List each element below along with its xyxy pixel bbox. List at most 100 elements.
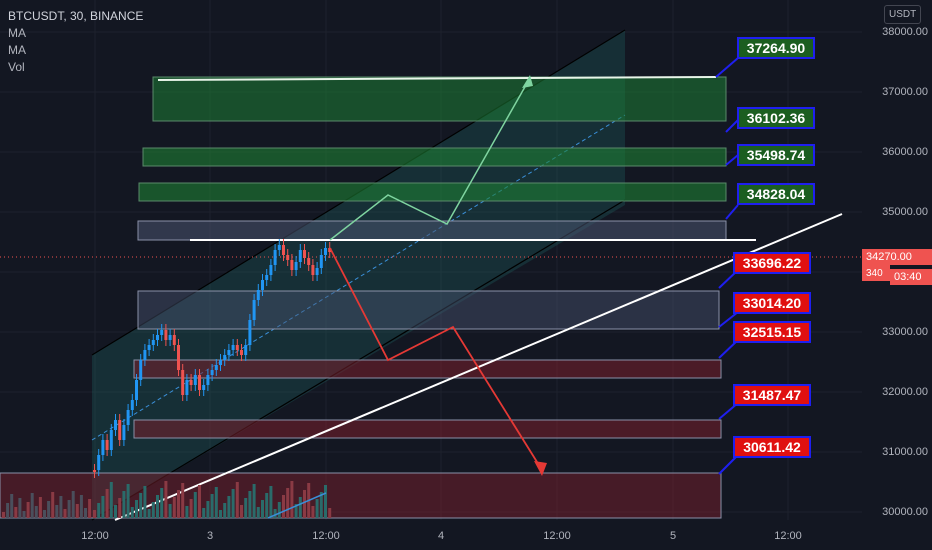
resistance-line-top[interactable]	[157, 76, 717, 81]
support-tag-2[interactable]: 33014.20	[733, 292, 811, 314]
volume-bar	[177, 490, 180, 518]
volume-bar	[181, 483, 185, 518]
support-tag-3[interactable]: 32515.15	[733, 321, 811, 343]
ma-indicator-2[interactable]: MA	[8, 43, 26, 57]
zone-green-2[interactable]	[142, 147, 727, 167]
candle	[307, 258, 311, 265]
volume-bar	[198, 485, 201, 518]
volume-bar	[151, 502, 155, 518]
candle	[114, 420, 117, 430]
volume-bar	[93, 510, 96, 518]
volume-bar	[214, 487, 218, 518]
bullish-projection-path[interactable]	[329, 77, 531, 241]
volume-bar	[30, 493, 34, 518]
price-tick: 33000.00	[882, 326, 928, 338]
volume-bar	[14, 507, 18, 518]
bullish-arrowhead	[522, 75, 533, 88]
volume-bar	[298, 497, 302, 518]
candle	[244, 345, 248, 355]
candle	[101, 440, 105, 455]
candle	[160, 330, 164, 335]
candle	[177, 345, 180, 370]
target-tag-2[interactable]: 36102.36	[737, 107, 815, 129]
volume-bar	[231, 489, 235, 518]
volume-bar	[189, 499, 193, 518]
target-tag-4[interactable]: 34828.04	[737, 183, 815, 205]
volume-bar	[6, 503, 10, 518]
volume-bar	[2, 512, 5, 518]
ma-indicator-1[interactable]: MA	[8, 26, 26, 40]
candle	[97, 455, 101, 470]
volume-bar	[67, 500, 71, 518]
volume-indicator[interactable]: Vol	[8, 60, 25, 74]
zone-green-3[interactable]	[138, 182, 727, 202]
volume-bar	[269, 486, 273, 518]
support-tag-1[interactable]: 33696.22	[733, 252, 811, 274]
candle	[227, 350, 231, 355]
time-tick: 12:00	[81, 530, 109, 542]
volume-bar	[210, 494, 214, 518]
channel-mid-line[interactable]	[91, 114, 626, 441]
target-tag-3[interactable]: 35498.74	[737, 144, 815, 166]
volume-bar	[34, 506, 38, 518]
candle	[324, 248, 327, 255]
target-tag-1[interactable]: 37264.90	[737, 37, 815, 59]
time-tick: 12:00	[312, 530, 340, 542]
current-price-partial: 340	[862, 265, 890, 281]
candle	[189, 380, 193, 385]
candles	[93, 239, 332, 478]
zone-gray-2[interactable]	[137, 290, 720, 330]
volume-bar	[290, 481, 294, 518]
currency-badge[interactable]: USDT	[884, 5, 922, 24]
volume-bar	[235, 482, 239, 518]
volume-bar	[47, 501, 51, 518]
volume-bar	[164, 481, 168, 518]
volume-bar	[168, 504, 172, 518]
volume-bar	[193, 492, 197, 518]
volume-bar	[79, 495, 83, 518]
volume-bar	[75, 504, 79, 518]
candle	[319, 255, 323, 268]
volume-bar	[18, 498, 22, 518]
volume-bar	[248, 491, 252, 518]
zone-red-2[interactable]	[133, 419, 722, 439]
volume-bar	[273, 509, 277, 518]
volume-bar	[130, 507, 134, 518]
support-tag-4[interactable]: 31487.47	[733, 384, 811, 406]
candle	[277, 245, 281, 250]
volume-bar	[315, 499, 319, 518]
current-price-label: 34270.00	[862, 249, 932, 265]
zone-gray-1[interactable]	[137, 220, 727, 241]
candle	[139, 360, 143, 380]
candle	[164, 330, 168, 340]
zone-red-1[interactable]	[133, 359, 722, 379]
support-tag-5[interactable]: 30611.42	[733, 436, 811, 458]
price-tick: 30000.00	[882, 506, 928, 518]
volume-bar	[126, 484, 130, 518]
price-axis[interactable]: 38000.00 37000.00 36000.00 35000.00 3300…	[862, 0, 932, 520]
time-tick: 12:00	[774, 530, 802, 542]
candle	[303, 250, 306, 258]
candle	[256, 290, 260, 300]
price-tick: 36000.00	[882, 146, 928, 158]
volume-bar	[223, 503, 227, 518]
volume-bars	[2, 481, 332, 518]
symbol-title[interactable]: BTCUSDT, 30, BINANCE	[8, 9, 144, 23]
candle	[156, 335, 159, 340]
volume-bar	[240, 505, 243, 518]
volume-bar	[256, 507, 260, 518]
volume-bar	[43, 510, 46, 518]
candle	[126, 410, 130, 425]
candle	[315, 268, 319, 275]
volume-bar	[63, 509, 67, 518]
volume-bar	[244, 498, 248, 518]
volume-bar	[252, 484, 256, 518]
volume-bar	[114, 505, 117, 518]
candle	[248, 320, 252, 345]
bearish-projection-path[interactable]	[329, 247, 543, 471]
volume-bar	[51, 492, 55, 518]
zone-green-1[interactable]	[152, 76, 727, 122]
volume-bar	[160, 488, 164, 518]
time-tick: 4	[437, 530, 445, 542]
